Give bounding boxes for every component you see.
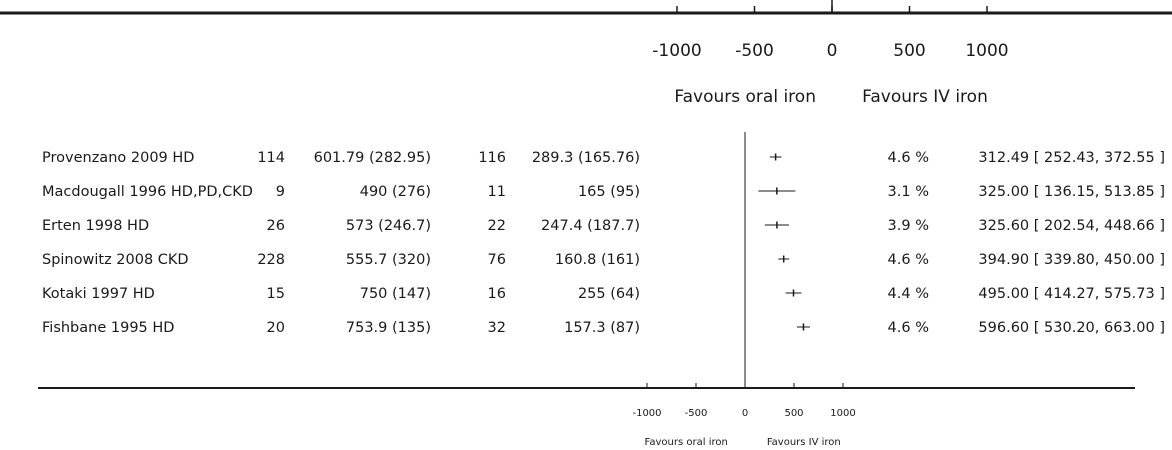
weight: 4.6 % [888, 150, 929, 166]
x-tick-label: -500 [685, 408, 708, 419]
top-x-tick-label: -1000 [652, 41, 701, 61]
effect-ci: 312.49 [ 252.43, 372.55 ] [978, 150, 1165, 166]
effect-ci: 394.90 [ 339.80, 450.00 ] [978, 252, 1165, 268]
favours-right-label: Favours IV iron [767, 437, 841, 448]
mean-sd-oral: 255 (64) [578, 286, 640, 302]
mean-sd-iv: 601.79 (282.95) [314, 150, 431, 166]
study-name: Provenzano 2009 HD [42, 150, 194, 166]
mean-sd-oral: 160.8 (161) [555, 252, 640, 268]
mean-sd-iv: 555.7 (320) [346, 252, 431, 268]
n-iv: 15 [267, 286, 285, 302]
mean-sd-iv: 490 (276) [360, 184, 431, 200]
n-oral: 76 [488, 252, 506, 268]
n-oral: 116 [478, 150, 506, 166]
weight: 3.1 % [888, 184, 929, 200]
x-tick-label: 500 [784, 408, 803, 419]
effect-ci: 325.60 [ 202.54, 448.66 ] [978, 218, 1165, 234]
study-name: Erten 1998 HD [42, 218, 149, 234]
top-x-tick-label: 500 [893, 41, 925, 61]
weight: 4.4 % [888, 286, 929, 302]
n-iv: 114 [257, 150, 285, 166]
top-favours-left-label: Favours oral iron [674, 87, 816, 107]
study-name: Spinowitz 2008 CKD [42, 252, 189, 268]
weight: 4.6 % [888, 320, 929, 336]
n-iv: 9 [276, 184, 285, 200]
top-x-tick-label: -500 [735, 41, 774, 61]
weight: 4.6 % [888, 252, 929, 268]
mean-sd-oral: 157.3 (87) [564, 320, 640, 336]
mean-sd-oral: 289.3 (165.76) [532, 150, 640, 166]
n-iv: 26 [267, 218, 285, 234]
top-x-tick-label: 0 [827, 41, 838, 61]
mean-sd-iv: 750 (147) [360, 286, 431, 302]
x-tick-label: 0 [742, 408, 748, 419]
x-tick-label: 1000 [830, 408, 855, 419]
mean-sd-iv: 753.9 (135) [346, 320, 431, 336]
mean-sd-oral: 247.4 (187.7) [541, 218, 640, 234]
weight: 3.9 % [888, 218, 929, 234]
mean-sd-oral: 165 (95) [578, 184, 640, 200]
n-iv: 20 [267, 320, 285, 336]
n-oral: 16 [488, 286, 506, 302]
top-x-tick-label: 1000 [965, 41, 1008, 61]
x-tick-label: -1000 [632, 408, 661, 419]
effect-ci: 495.00 [ 414.27, 575.73 ] [978, 286, 1165, 302]
n-oral: 22 [488, 218, 506, 234]
study-name: Kotaki 1997 HD [42, 286, 155, 302]
effect-ci: 596.60 [ 530.20, 663.00 ] [978, 320, 1165, 336]
study-name: Macdougall 1996 HD,PD,CKD [42, 184, 253, 200]
mean-sd-iv: 573 (246.7) [346, 218, 431, 234]
top-favours-right-label: Favours IV iron [862, 87, 988, 107]
effect-ci: 325.00 [ 136.15, 513.85 ] [978, 184, 1165, 200]
n-oral: 32 [488, 320, 506, 336]
n-oral: 11 [488, 184, 506, 200]
study-name: Fishbane 1995 HD [42, 320, 174, 336]
n-iv: 228 [257, 252, 285, 268]
favours-left-label: Favours oral iron [645, 437, 728, 448]
